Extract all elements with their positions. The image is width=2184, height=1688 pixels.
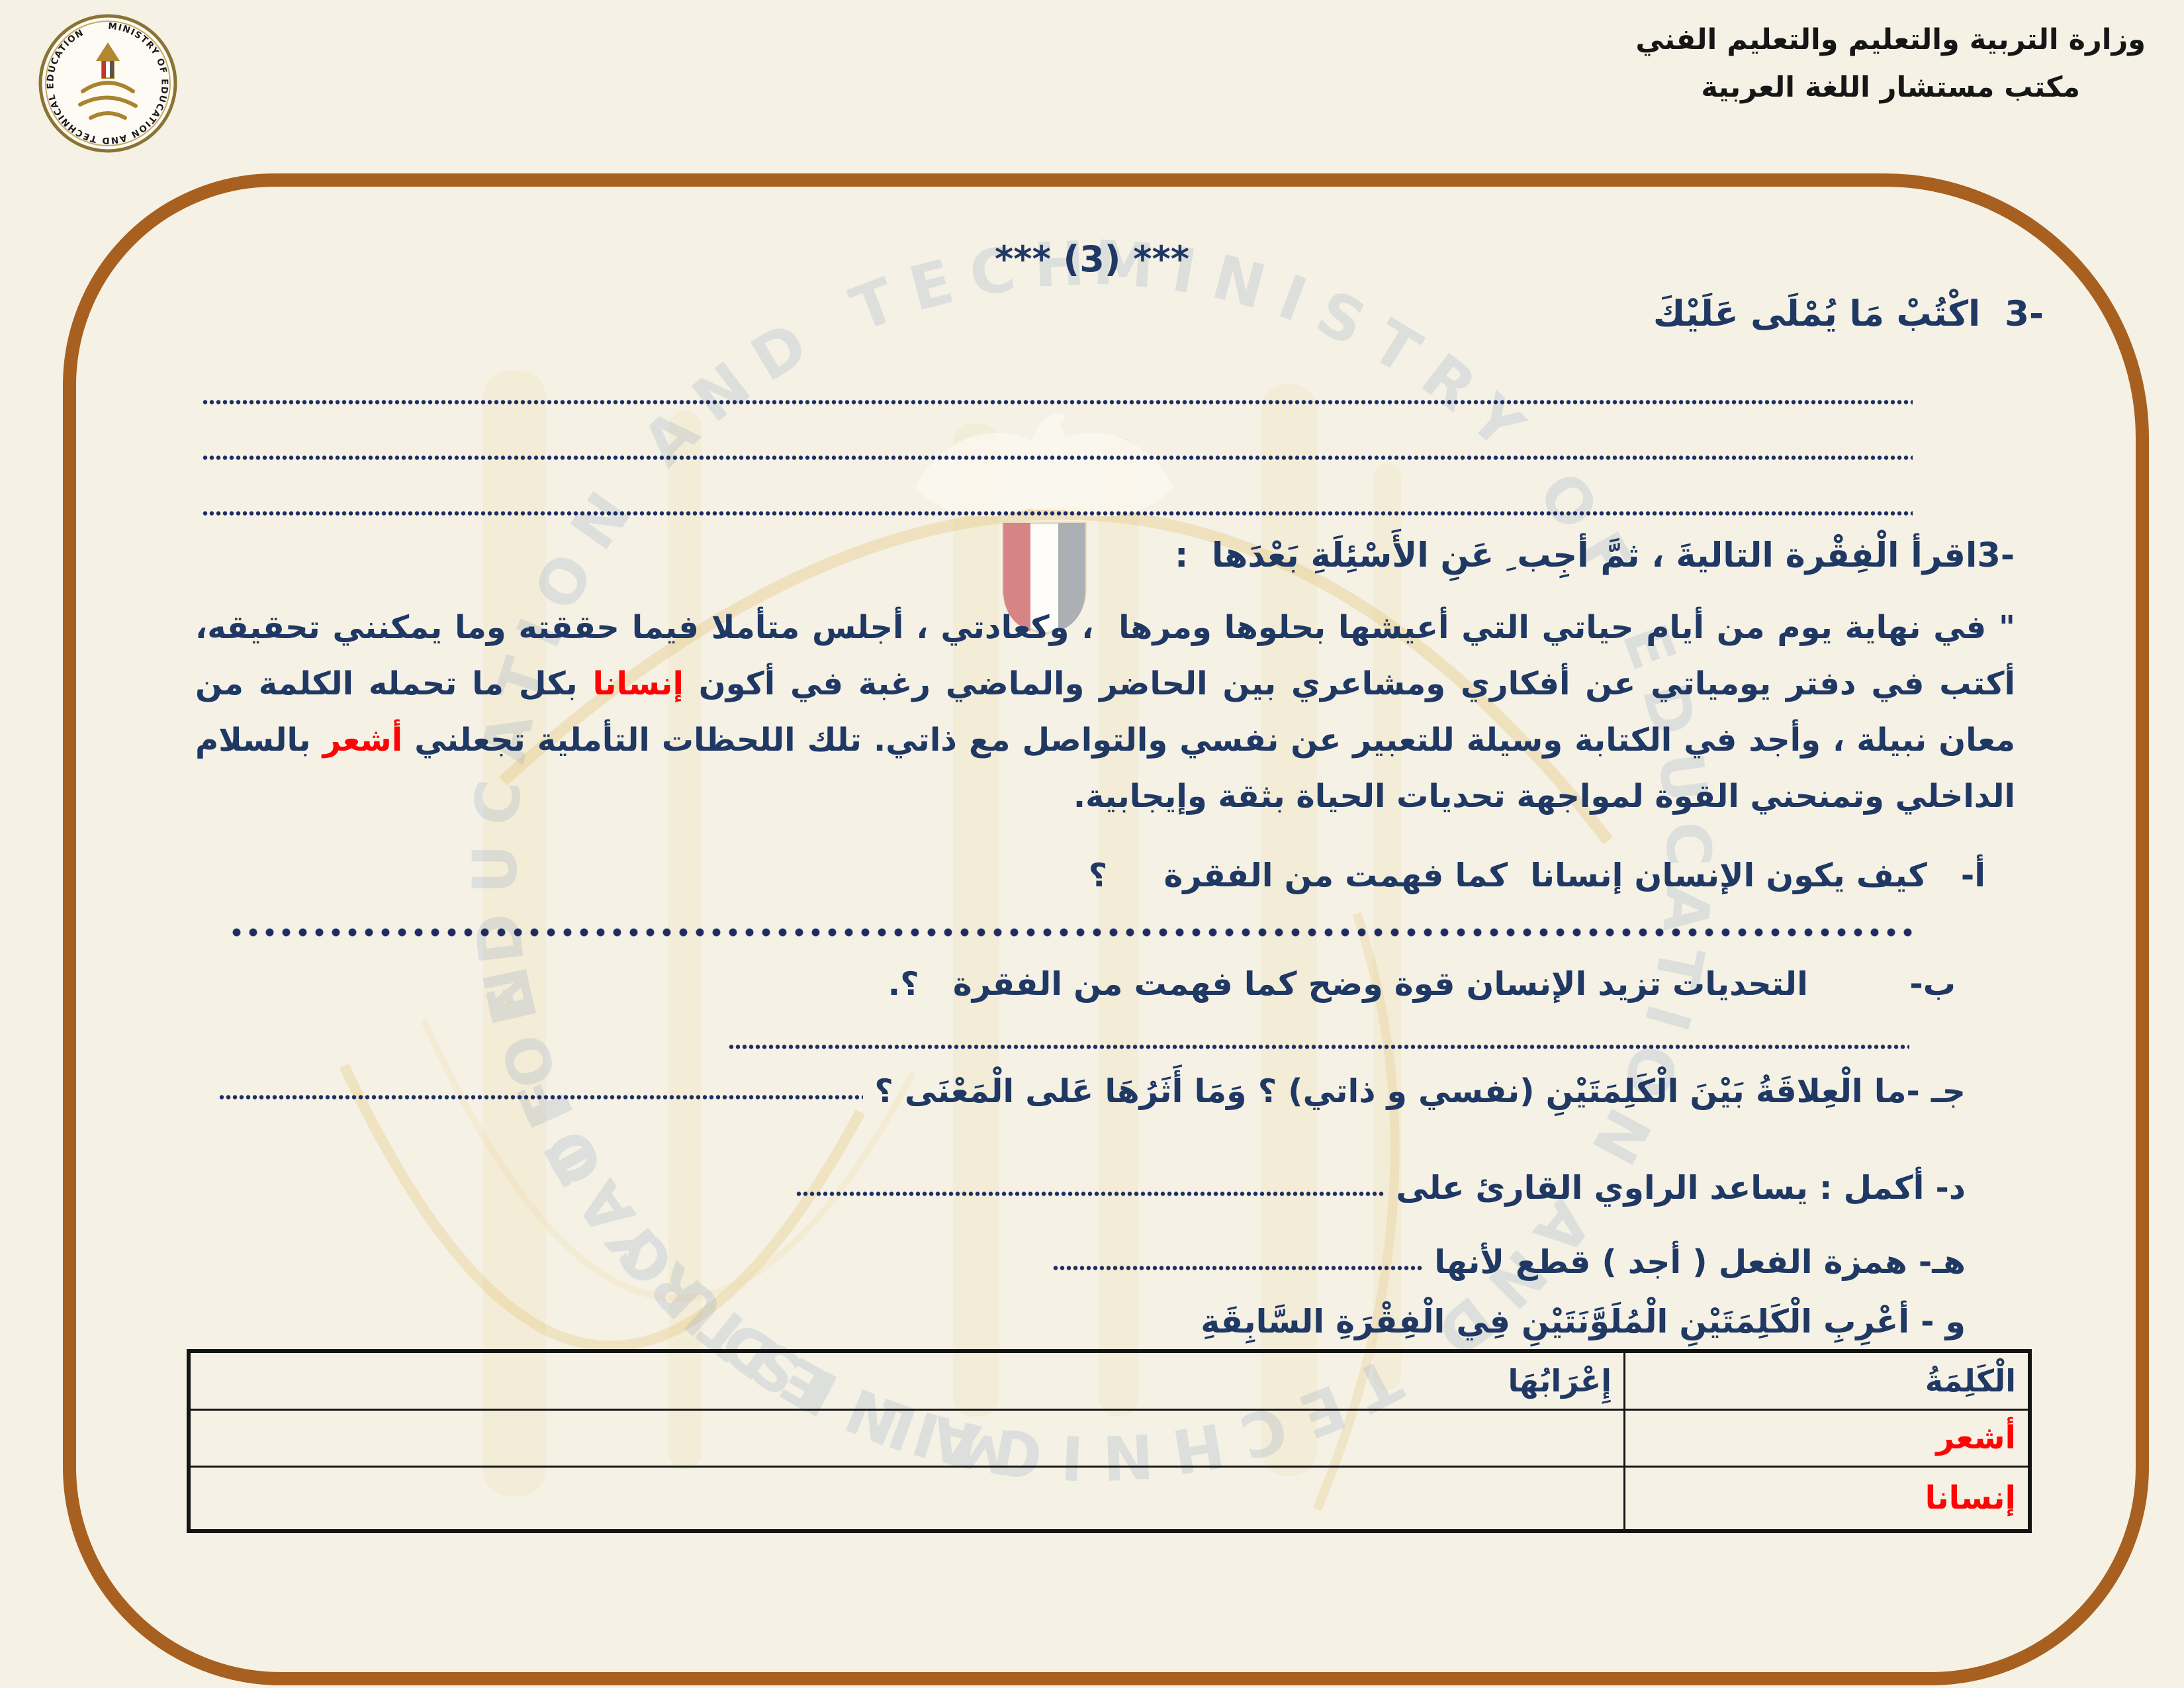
question-c-answer-line xyxy=(218,1095,864,1100)
paragraph-segment: بكل ما تحمله الكلمة من معان نبيلة ، وأجد… xyxy=(184,665,2015,759)
content-frame xyxy=(63,173,2149,1685)
dictation-answer-line-1 xyxy=(202,400,1913,404)
dictation-answer-line-2 xyxy=(202,455,1913,460)
parsing-table: الْكَلِمَةُ إِعْرَابُهَا أشعر إنسانا xyxy=(187,1349,2032,1533)
question-d-answer-line xyxy=(796,1192,1385,1196)
table-row: إنسانا xyxy=(187,1465,2031,1532)
highlighted-word-insanan: إنسانا xyxy=(592,665,684,702)
table-header-row: الْكَلِمَةُ إِعْرَابُهَا xyxy=(187,1350,2031,1411)
ministry-header-line1: وزارة التربية والتعليم والتعليم الفني xyxy=(1635,23,2146,56)
paragraph-segment: " في نهاية يوم من أيام حياتي التي أعيشها… xyxy=(184,609,2015,702)
question-e-answer-line xyxy=(1052,1266,1424,1270)
question-a-answer-line xyxy=(228,928,1913,937)
reading-instruction: 3-اقرأ الْفِقْرة التاليةَ ، ثمَّ أجِب ِ … xyxy=(1175,536,2015,575)
reading-instruction-text: اقرأ الْفِقْرة التاليةَ ، ثمَّ أجِب ِ عَ… xyxy=(1174,536,1978,575)
question-e: هـ- همزة الفعل ( أجد ) قطع لأنها xyxy=(1052,1243,1966,1281)
dictation-question-text: اكْتُبْ مَا يُمْلَى عَلَيْكَ xyxy=(1653,294,2005,334)
table-cell-word: أشعر xyxy=(1623,1408,2031,1468)
table-row: أشعر xyxy=(187,1408,2031,1468)
dictation-answer-line-3 xyxy=(202,511,1913,516)
reading-paragraph: " في نهاية يوم من أيام حياتي التي أعيشها… xyxy=(195,600,2015,825)
question-a: أ- كيف يكون الإنسان إنسانا كما فهمت من ا… xyxy=(1088,857,1985,894)
ministry-header-line2: مكتب مستشار اللغة العربية xyxy=(1701,71,2081,104)
table-header-parse: إِعْرَابُهَا xyxy=(187,1350,1625,1411)
seal-eagle-icon xyxy=(96,42,120,79)
question-number: 3- xyxy=(1977,536,2015,575)
seal-calligraphy xyxy=(78,81,138,120)
question-c-text: جـ -ما الْعِلاقَةُ بَيْنَ الْكَلِمَتَيْن… xyxy=(863,1072,1966,1110)
question-b: ب- التحديات تزيد الإنسان قوة وضح كما فهم… xyxy=(887,965,1956,1003)
paragraph-segment: بالسلام الداخلي وتمنحني القوة لمواجهة تح… xyxy=(184,722,2015,815)
highlighted-word-ashur: أشعر xyxy=(322,722,403,759)
table-cell-parse-blank xyxy=(187,1408,1625,1468)
question-d-text: د- أكمل : يساعد الراوي القارئ على xyxy=(1385,1169,1966,1207)
question-f: و - أعْرِبِ الْكَلِمَتَيْنِ الْمُلَوَّنَ… xyxy=(1201,1303,1966,1340)
question-c: جـ -ما الْعِلاقَةُ بَيْنَ الْكَلِمَتَيْن… xyxy=(218,1072,1966,1110)
question-number: 3- xyxy=(2005,294,2044,334)
ministry-seal-icon: MINISTRY OF EDUCATION AND TECHNICAL EDUC… xyxy=(38,14,177,153)
question-b-answer-line xyxy=(728,1045,1909,1049)
table-cell-parse-blank xyxy=(187,1465,1625,1532)
question-e-text: هـ- همزة الفعل ( أجد ) قطع لأنها xyxy=(1423,1243,1966,1281)
ministry-header: وزارة التربية والتعليم والتعليم الفني مك… xyxy=(1635,16,2146,111)
question-d: د- أكمل : يساعد الراوي القارئ على xyxy=(796,1169,1966,1207)
table-cell-word: إنسانا xyxy=(1623,1465,2031,1532)
table-header-word: الْكَلِمَةُ xyxy=(1623,1350,2031,1411)
section-title: *** (3) *** xyxy=(995,238,1189,280)
dictation-question: 3- اكْتُبْ مَا يُمْلَى عَلَيْكَ xyxy=(1653,294,2044,334)
